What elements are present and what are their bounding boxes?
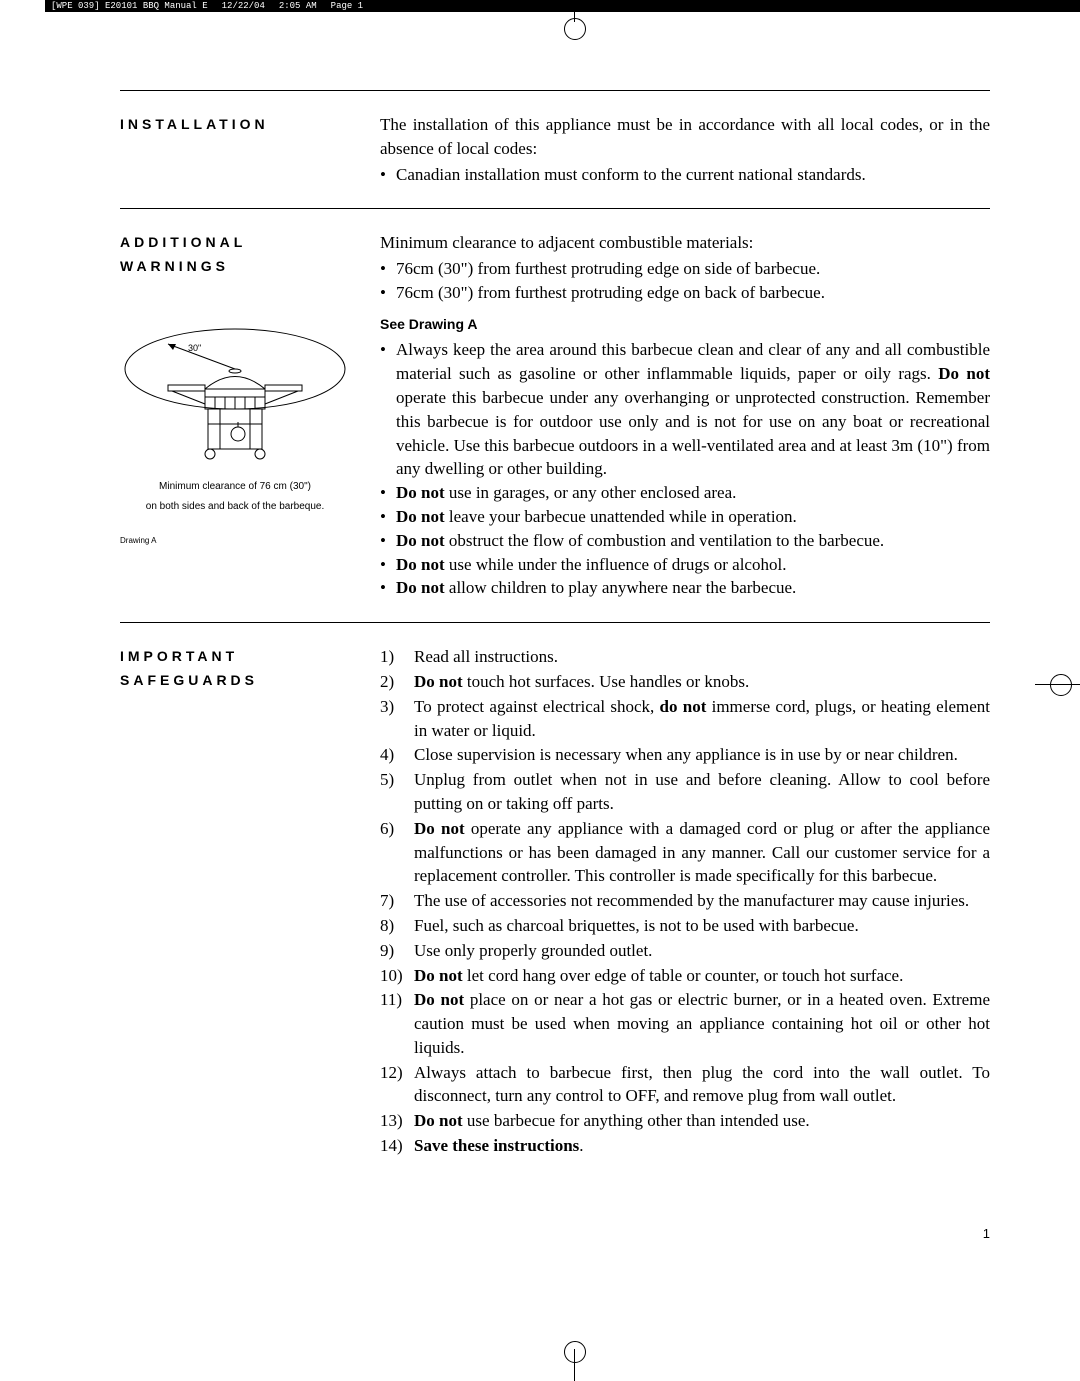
safeguard-item: 9)Use only properly grounded outlet. — [380, 939, 990, 963]
safeguard-item: 4)Close supervision is necessary when an… — [380, 743, 990, 767]
header-time: 2:05 AM — [279, 1, 317, 11]
drawing-caption-1: Minimum clearance of 76 cm (30") — [120, 480, 350, 494]
safeguard-item: 14)Save these instructions. — [380, 1134, 990, 1158]
warnings-p1: •Always keep the area around this barbec… — [380, 338, 990, 481]
print-header: [WPE 039] E20101 BBQ Manual E 12/22/04 2… — [45, 0, 1080, 12]
warnings-p4: •Do not obstruct the flow of combustion … — [380, 529, 990, 553]
safeguard-item: 10)Do not let cord hang over edge of tab… — [380, 964, 990, 988]
warnings-intro: Minimum clearance to adjacent combustibl… — [380, 231, 990, 255]
warnings-heading-1: ADDITIONAL — [120, 231, 380, 255]
section-installation: INSTALLATION The installation of this ap… — [120, 90, 990, 208]
drawing-caption-2: on both sides and back of the barbeque. — [120, 500, 350, 514]
section-safeguards: IMPORTANT SAFEGUARDS 1)Read all instruct… — [120, 622, 990, 1181]
warnings-p6: •Do not allow children to play anywhere … — [380, 576, 990, 600]
safeguard-item: 7)The use of accessories not recommended… — [380, 889, 990, 913]
crop-mark-bottom — [560, 1339, 590, 1369]
safeguard-item: 5)Unplug from outlet when not in use and… — [380, 768, 990, 816]
warnings-heading-2: WARNINGS — [120, 255, 380, 279]
drawing-annot: 30" — [188, 343, 201, 353]
safeguard-item: 12)Always attach to barbecue first, then… — [380, 1061, 990, 1109]
crop-mark-top — [560, 12, 590, 42]
safeguard-item: 13)Do not use barbecue for anything othe… — [380, 1109, 990, 1133]
installation-heading: INSTALLATION — [120, 113, 380, 137]
drawing-a: 30" — [120, 309, 350, 514]
header-page: Page 1 — [331, 1, 363, 11]
page-content: INSTALLATION The installation of this ap… — [120, 90, 990, 1181]
crop-mark-right — [1035, 670, 1080, 700]
safeguard-item: 11)Do not place on or near a hot gas or … — [380, 988, 990, 1059]
see-drawing-a: See Drawing A — [380, 315, 990, 335]
warnings-p3: •Do not leave your barbecue unattended w… — [380, 505, 990, 529]
drawing-a-svg: 30" — [120, 309, 350, 469]
installation-intro: The installation of this appliance must … — [380, 113, 990, 161]
safeguard-item: 8)Fuel, such as charcoal briquettes, is … — [380, 914, 990, 938]
warnings-b1: •76cm (30") from furthest protruding edg… — [380, 257, 990, 281]
safeguard-item: 1)Read all instructions. — [380, 645, 990, 669]
safeguard-item: 3)To protect against electrical shock, d… — [380, 695, 990, 743]
header-filename: [WPE 039] E20101 BBQ Manual E — [51, 1, 208, 11]
warnings-b2: •76cm (30") from furthest protruding edg… — [380, 281, 990, 305]
drawing-label: Drawing A — [120, 536, 380, 545]
section-warnings: ADDITIONAL WARNINGS 30" — [120, 208, 990, 622]
warnings-p5: •Do not use while under the influence of… — [380, 553, 990, 577]
safeguards-heading-1: IMPORTANT — [120, 645, 380, 669]
safeguard-item: 2)Do not touch hot surfaces. Use handles… — [380, 670, 990, 694]
safeguards-heading-2: SAFEGUARDS — [120, 669, 380, 693]
installation-bullet: • Canadian installation must conform to … — [380, 163, 990, 187]
safeguards-list: 1)Read all instructions.2)Do not touch h… — [380, 645, 990, 1158]
page-number: 1 — [983, 1226, 990, 1241]
safeguard-item: 6)Do not operate any appliance with a da… — [380, 817, 990, 888]
header-date: 12/22/04 — [222, 1, 265, 11]
warnings-p2: •Do not use in garages, or any other enc… — [380, 481, 990, 505]
